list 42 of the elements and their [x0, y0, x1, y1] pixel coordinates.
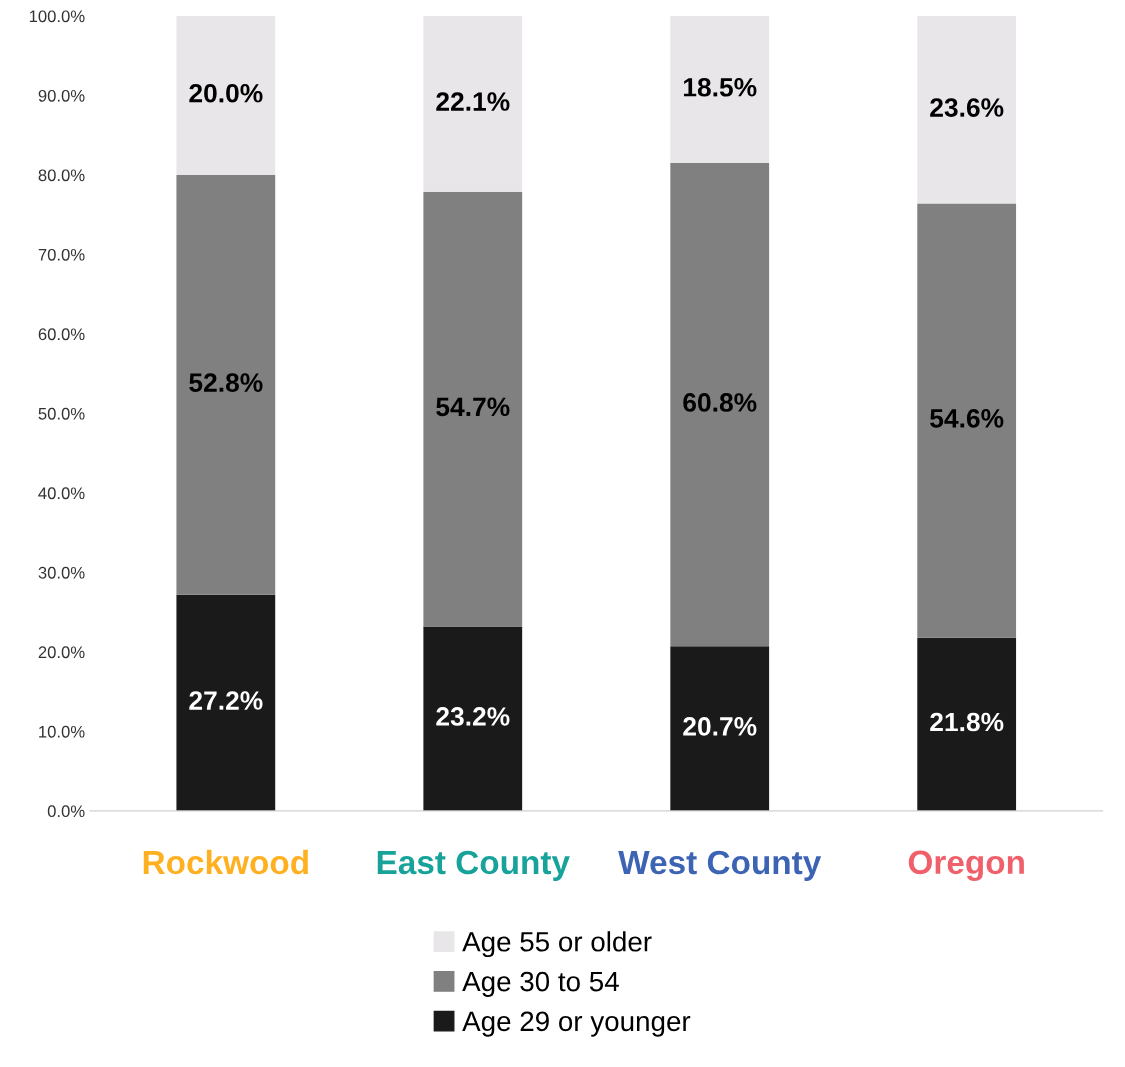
data-label: 22.1% — [436, 92, 510, 111]
y-tick-label: 10.0% — [39, 725, 85, 738]
data-label: 23.6% — [930, 98, 1004, 117]
y-tick-label: 90.0% — [38, 89, 85, 102]
bar — [423, 16, 523, 192]
y-tick-label: 20.0% — [38, 646, 85, 659]
legend-label: Age 30 to 54 — [462, 971, 619, 997]
data-label: 21.8% — [930, 712, 1004, 732]
y-tick-label: 30.0% — [38, 566, 85, 579]
y-tick-label: 50.0% — [38, 407, 85, 420]
x-tick-label: East County — [377, 850, 570, 881]
x-tick-label: Rockwood — [143, 849, 308, 875]
bar — [670, 163, 770, 647]
bar — [670, 16, 770, 164]
legend-label: Age 29 or younger — [462, 1011, 691, 1037]
data-label: 18.5% — [683, 77, 757, 97]
data-label: 23.2% — [436, 707, 510, 726]
y-tick-label: 40.0% — [38, 487, 85, 500]
y-tick-label: 0.0% — [47, 805, 85, 818]
bar — [176, 16, 276, 175]
y-tick-label: 80.0% — [38, 169, 85, 182]
y-tick-label: 70.0% — [38, 248, 85, 261]
bar — [917, 637, 1017, 811]
bar — [176, 174, 276, 595]
data-label: 54.7% — [436, 397, 510, 417]
x-tick-label: West County — [618, 850, 822, 881]
data-label: 20.0% — [189, 83, 263, 103]
y-tick-label: 100.0% — [29, 10, 85, 23]
legend-label: Age 55 or older — [462, 931, 652, 958]
data-label: 54.6% — [930, 409, 1004, 428]
x-tick-label: Oregon — [908, 850, 1024, 881]
bar — [917, 16, 1017, 204]
bar — [423, 191, 523, 627]
bar — [423, 626, 523, 811]
bar — [670, 646, 770, 811]
y-tick-label: 60.0% — [38, 328, 85, 341]
data-label: 52.8% — [189, 373, 263, 392]
data-label: 60.8% — [683, 393, 757, 412]
bar — [917, 203, 1017, 638]
data-label: 20.7% — [683, 717, 757, 736]
data-label: 27.2% — [189, 691, 263, 710]
bar — [176, 594, 276, 811]
